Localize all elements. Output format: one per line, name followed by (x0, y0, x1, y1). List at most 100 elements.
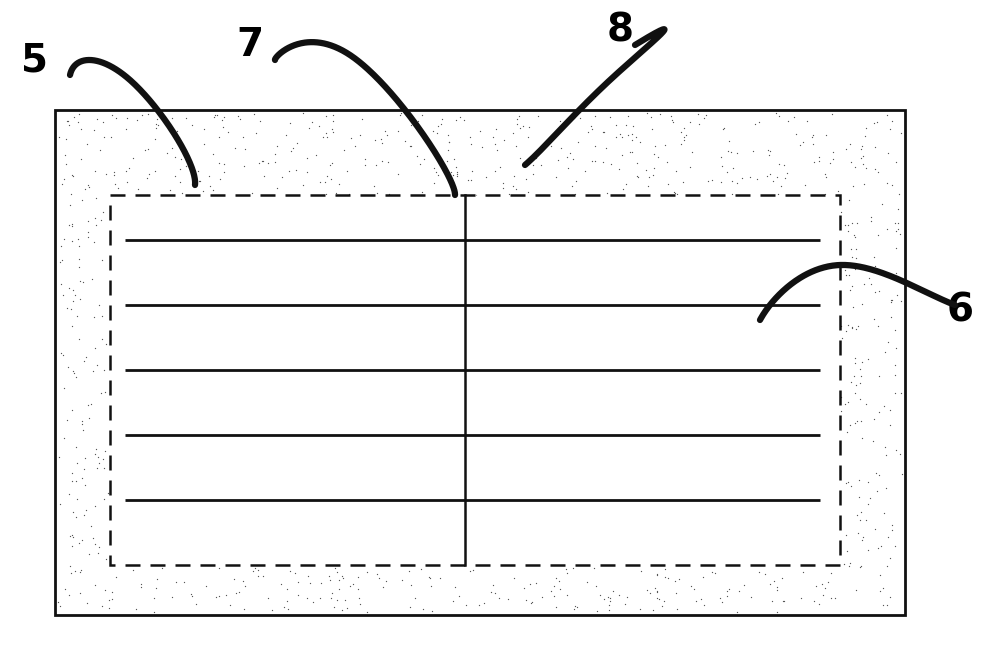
Point (139, 190, 155, 200)
Point (97, 387, 113, 397)
Point (321, 570, 337, 581)
Point (788, 129, 804, 139)
Point (397, 135, 413, 146)
Point (617, 598, 633, 609)
Point (867, 142, 883, 152)
Point (830, 186, 846, 196)
Point (81, 549, 97, 559)
Point (570, 137, 586, 148)
Point (721, 583, 737, 594)
Point (844, 252, 860, 262)
Point (833, 321, 849, 332)
Point (853, 371, 869, 381)
Point (96, 494, 112, 504)
Point (75, 425, 91, 436)
Point (528, 577, 544, 588)
Point (833, 406, 849, 417)
Point (319, 131, 335, 142)
Point (56, 383, 72, 394)
Point (496, 135, 512, 145)
Point (326, 602, 342, 612)
Point (811, 152, 827, 162)
Point (891, 188, 907, 199)
Point (618, 120, 634, 131)
Point (696, 600, 712, 610)
Point (68, 371, 84, 382)
Point (447, 581, 463, 592)
Point (893, 296, 909, 306)
Point (588, 581, 604, 591)
Point (299, 593, 315, 603)
Point (94, 334, 110, 344)
Point (799, 116, 815, 126)
Point (63, 568, 79, 578)
Point (91, 300, 107, 311)
Point (843, 243, 859, 254)
Point (500, 594, 516, 604)
Point (731, 586, 747, 596)
Point (858, 164, 874, 174)
Point (273, 579, 289, 589)
Point (876, 401, 892, 411)
Point (51, 452, 67, 462)
Point (147, 134, 163, 145)
Point (133, 578, 149, 589)
Point (308, 149, 324, 160)
Point (564, 181, 580, 192)
Point (664, 115, 680, 126)
Point (762, 146, 778, 156)
Point (887, 370, 903, 380)
Point (169, 126, 185, 137)
Point (518, 594, 534, 605)
Point (367, 134, 383, 145)
Point (319, 171, 335, 181)
Point (559, 591, 575, 601)
Point (629, 171, 645, 181)
Point (291, 190, 307, 200)
Point (814, 578, 830, 589)
Point (56, 433, 72, 443)
Point (546, 581, 562, 591)
Point (104, 587, 120, 597)
Point (325, 115, 341, 126)
Point (89, 462, 105, 473)
Point (359, 607, 375, 617)
Point (449, 169, 465, 179)
Point (771, 159, 787, 169)
Point (246, 109, 262, 119)
Point (684, 147, 700, 158)
Point (118, 124, 134, 134)
Point (882, 592, 898, 602)
Point (161, 122, 177, 132)
Point (691, 119, 707, 129)
Point (60, 116, 76, 126)
Point (129, 114, 145, 125)
Point (468, 190, 484, 200)
Point (282, 566, 298, 576)
Point (264, 605, 280, 615)
Point (357, 160, 373, 170)
Point (841, 269, 857, 280)
Point (374, 156, 390, 166)
Point (852, 364, 868, 374)
Point (331, 574, 347, 585)
Point (250, 571, 266, 581)
Point (66, 368, 82, 378)
Point (564, 190, 580, 200)
Point (879, 109, 895, 120)
Point (190, 166, 206, 177)
Point (331, 179, 347, 189)
Point (657, 572, 673, 582)
Point (87, 500, 103, 511)
Point (745, 146, 761, 156)
Point (172, 177, 188, 187)
Point (381, 189, 397, 199)
Point (61, 489, 77, 499)
Point (426, 178, 442, 188)
Point (589, 606, 605, 616)
Point (843, 377, 859, 387)
Point (729, 178, 745, 188)
Point (704, 175, 720, 185)
Point (85, 532, 101, 543)
Point (845, 181, 861, 191)
